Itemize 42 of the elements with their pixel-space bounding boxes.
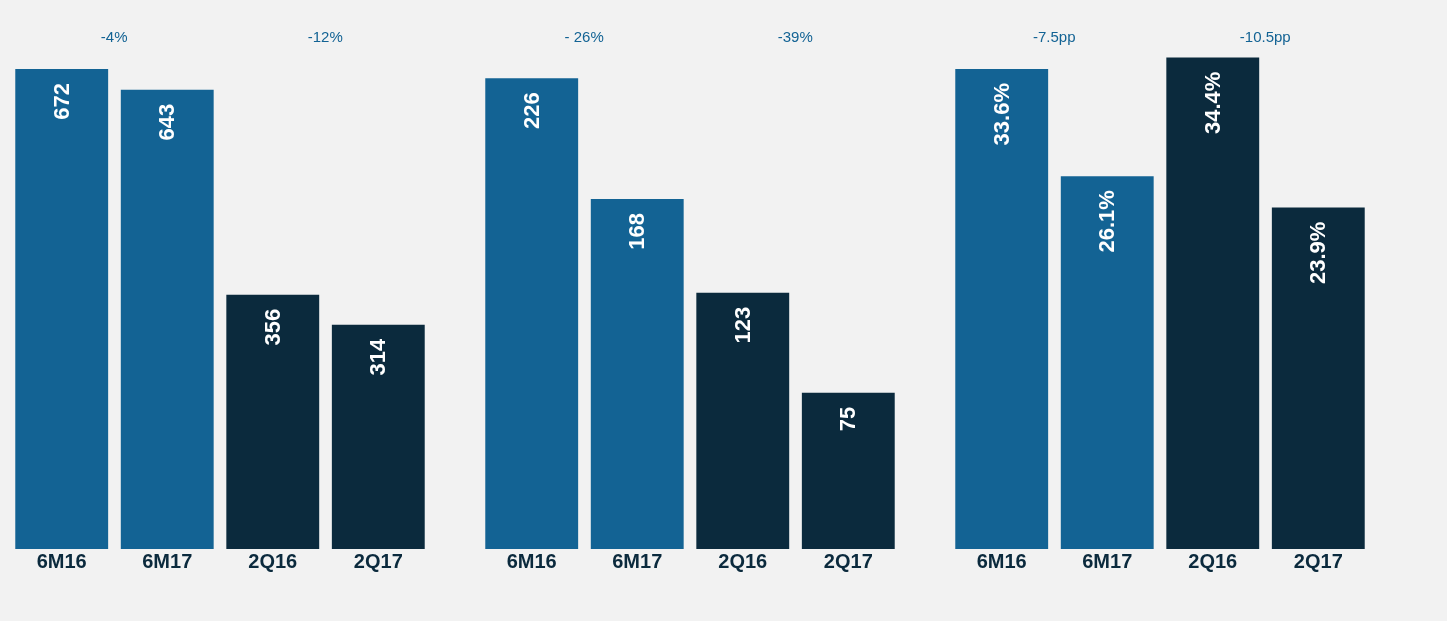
x-tick-label: 6M16 <box>976 549 1027 572</box>
x-tick-label: 6M16 <box>36 549 87 572</box>
bar <box>696 292 790 549</box>
text: - 26% <box>564 28 604 45</box>
data-label: 672 <box>48 83 74 120</box>
data-label: 75 <box>835 406 861 432</box>
bar <box>1060 176 1154 549</box>
x-tick-label: 6M17 <box>1082 549 1133 572</box>
bar <box>120 89 214 549</box>
x-tick-label: 2Q17 <box>1293 549 1343 572</box>
data-label: 33.6% <box>988 83 1014 146</box>
x-tick-label: 2Q16 <box>718 549 768 572</box>
text: -39% <box>777 28 813 45</box>
data-label: 23.9% <box>1305 221 1331 284</box>
bar <box>485 78 579 549</box>
text: -12% <box>307 28 343 45</box>
x-tick-label: 6M17 <box>612 549 663 572</box>
data-label: 168 <box>624 213 650 250</box>
bar <box>331 324 425 549</box>
x-tick-label: 2Q16 <box>248 549 298 572</box>
data-label: 314 <box>365 337 391 376</box>
bar <box>801 392 895 549</box>
x-tick-label: 2Q17 <box>353 549 403 572</box>
text: -10.5pp <box>1239 28 1291 45</box>
data-label: 26.1% <box>1094 190 1120 253</box>
x-tick-label: 6M16 <box>506 549 557 572</box>
data-label: 123 <box>729 306 755 344</box>
bar <box>955 69 1049 549</box>
x-tick-label: 6M17 <box>142 549 193 572</box>
bar <box>15 69 109 549</box>
x-tick-label: 2Q16 <box>1188 549 1238 572</box>
x-tick-label: 2Q17 <box>823 549 873 572</box>
bar <box>1166 57 1260 549</box>
data-label: 356 <box>259 308 285 346</box>
data-label: 34.4% <box>1199 71 1225 134</box>
bar <box>1271 207 1365 549</box>
data-label: 643 <box>154 103 180 141</box>
bar <box>226 294 320 549</box>
text: -7.5pp <box>1032 28 1076 45</box>
bar <box>590 199 684 549</box>
text: -4% <box>100 28 128 45</box>
data-label: 226 <box>518 92 544 129</box>
